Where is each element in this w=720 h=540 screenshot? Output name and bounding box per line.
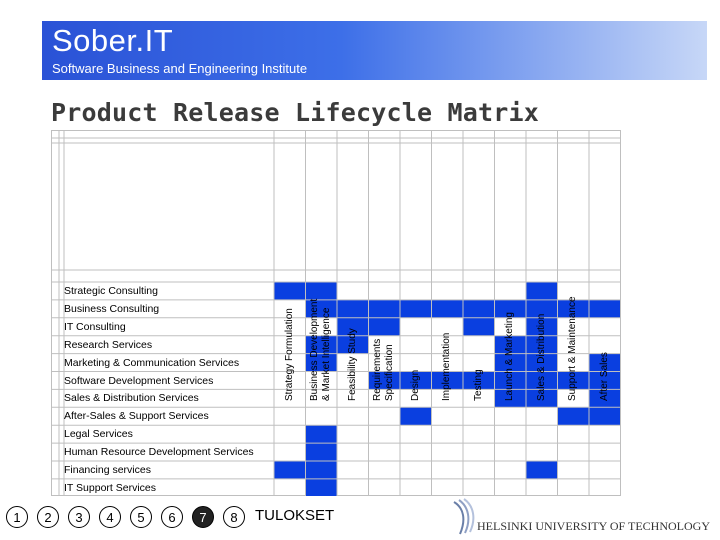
- column-header: Strategy Formulation: [284, 308, 296, 401]
- matrix-cell-filled: [589, 353, 621, 372]
- page-number-button[interactable]: 4: [99, 506, 121, 528]
- matrix-cell-filled: [337, 299, 369, 318]
- column-header-line: Implementation: [441, 332, 453, 401]
- page-number-button[interactable]: 8: [223, 506, 245, 528]
- matrix-cell-filled: [589, 407, 621, 426]
- column-header: Business Development & Market Intelligenc…: [309, 299, 333, 401]
- matrix-cell-filled: [305, 478, 337, 496]
- matrix-cell-filled: [526, 353, 558, 372]
- matrix-cell-filled: [557, 371, 589, 390]
- matrix-cell-filled: [589, 299, 621, 318]
- matrix-cell-filled: [463, 299, 495, 318]
- matrix-cell-filled: [494, 335, 526, 354]
- column-header: Feasibility Study: [347, 328, 359, 401]
- matrix-cell-filled: [526, 389, 558, 408]
- matrix-cell-filled: [337, 317, 369, 336]
- row-label: Software Development Services: [64, 374, 214, 387]
- matrix-cell-filled: [305, 282, 337, 300]
- row-label: Business Consulting: [64, 302, 160, 315]
- matrix-cell-filled: [305, 353, 337, 372]
- matrix-cell-filled: [526, 299, 558, 318]
- matrix-cell-filled: [494, 371, 526, 390]
- column-header-line: Launch & Marketing: [504, 312, 516, 401]
- matrix-cell-filled: [368, 371, 400, 390]
- lifecycle-matrix: Strategy Formulation Business Development…: [51, 130, 621, 496]
- page-title: Product Release Lifecycle Matrix: [51, 98, 540, 127]
- matrix-cell-filled: [400, 299, 432, 318]
- matrix-cell-filled: [589, 371, 621, 390]
- matrix-cell-filled: [526, 461, 558, 479]
- matrix-cell-filled: [494, 299, 526, 318]
- row-label: IT Support Services: [64, 481, 157, 494]
- results-link[interactable]: TULOKSET: [255, 507, 335, 524]
- header-banner: Sober.IT Software Business and Engineeri…: [42, 21, 707, 80]
- matrix-cell-filled: [463, 317, 495, 336]
- column-header: Sales & Distribution: [536, 314, 548, 401]
- column-header-line: Requirements: [372, 338, 384, 401]
- row-label: Human Resource Development Services: [64, 446, 254, 459]
- column-header-line: Strategy Formulation: [283, 308, 295, 401]
- matrix-cell-filled: [400, 407, 432, 426]
- matrix-cell-filled: [526, 317, 558, 336]
- matrix-cell-filled: [305, 335, 337, 354]
- row-label: After-Sales & Support Services: [64, 410, 209, 423]
- matrix-cell-filled: [494, 389, 526, 408]
- matrix-cell-filled: [526, 282, 558, 300]
- matrix-cell-filled: [305, 299, 337, 318]
- column-header-line: & Market Intelligence: [321, 307, 333, 401]
- matrix-cell-filled: [305, 443, 337, 461]
- matrix-cell-filled: [463, 371, 495, 390]
- row-label: IT Consulting: [64, 320, 126, 333]
- column-header-line: Design: [409, 369, 421, 401]
- page-number-button[interactable]: 3: [68, 506, 90, 528]
- matrix-cell-filled: [589, 389, 621, 408]
- column-header: Implementation: [441, 333, 453, 401]
- matrix-cell-filled: [368, 317, 400, 336]
- row-label: Marketing & Communication Services: [64, 356, 240, 369]
- column-header: Design: [410, 370, 422, 401]
- page-number-button[interactable]: 1: [6, 506, 28, 528]
- row-label: Sales & Distribution Services: [64, 392, 199, 405]
- column-header: Testing: [473, 369, 485, 401]
- column-header-line: Specification: [384, 344, 396, 401]
- matrix-cell-filled: [526, 371, 558, 390]
- university-name: HELSINKI UNIVERSITY OF TECHNOLOGY: [477, 519, 710, 533]
- page-number-button[interactable]: 6: [161, 506, 183, 528]
- matrix-grid: [51, 130, 621, 496]
- column-header-line: Sales & Distribution: [535, 313, 547, 401]
- column-header: Requirements Specification: [372, 339, 396, 401]
- matrix-cell-filled: [305, 461, 337, 479]
- matrix-cell-filled: [494, 353, 526, 372]
- matrix-cell-filled: [368, 299, 400, 318]
- column-header: Support & Maintenance: [567, 296, 579, 401]
- row-label: Strategic Consulting: [64, 285, 158, 297]
- column-header-line: Testing: [472, 369, 484, 401]
- column-header-line: Support & Maintenance: [567, 296, 579, 401]
- matrix-cell-filled: [431, 299, 463, 318]
- university-logo-icon: [453, 498, 475, 535]
- column-header-line: Feasibility Study: [346, 328, 358, 401]
- matrix-cell-filled: [305, 425, 337, 444]
- page-number-button[interactable]: 5: [130, 506, 152, 528]
- matrix-cell-filled: [274, 461, 306, 479]
- matrix-cell-filled: [526, 335, 558, 354]
- banner-title: Sober.IT: [52, 23, 174, 58]
- row-label: Legal Services: [64, 428, 133, 441]
- matrix-cell-filled: [431, 371, 463, 390]
- column-header: After Sales: [599, 352, 611, 401]
- row-label: Financing services: [64, 464, 151, 476]
- column-header: Launch & Marketing: [504, 312, 516, 401]
- matrix-cell-filled: [557, 299, 589, 318]
- matrix-cell-filled: [557, 407, 589, 426]
- page-number-button[interactable]: 7: [192, 506, 214, 528]
- row-label: Research Services: [64, 338, 153, 351]
- matrix-cell-filled: [274, 282, 306, 300]
- column-header-line: Business Development: [309, 298, 321, 401]
- matrix-cell-filled: [337, 335, 369, 354]
- page-number-button[interactable]: 2: [37, 506, 59, 528]
- column-header-line: After Sales: [598, 352, 610, 401]
- matrix-cell-filled: [400, 371, 432, 390]
- banner-subtitle: Software Business and Engineering Instit…: [52, 61, 308, 76]
